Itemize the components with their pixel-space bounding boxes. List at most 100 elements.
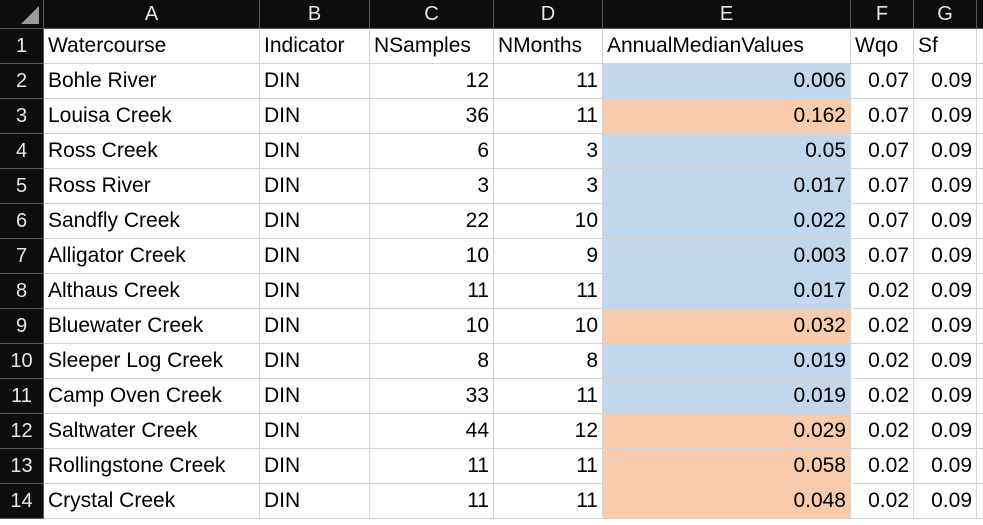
empty-cell[interactable] (977, 239, 983, 274)
median-cell[interactable]: 0.017 (603, 169, 851, 204)
nsamples-cell[interactable]: 11 (370, 484, 494, 519)
nsamples-cell[interactable]: 6 (370, 134, 494, 169)
wqo-cell[interactable]: 0.02 (851, 379, 914, 414)
nmonths-cell[interactable]: 9 (494, 239, 603, 274)
indicator-cell[interactable]: DIN (260, 274, 370, 309)
median-cell[interactable]: 0.032 (603, 309, 851, 344)
sf-cell[interactable]: 0.09 (914, 239, 977, 274)
indicator-cell[interactable]: DIN (260, 484, 370, 519)
median-cell[interactable]: 0.048 (603, 484, 851, 519)
nsamples-cell[interactable]: 11 (370, 274, 494, 309)
nsamples-cell[interactable]: 10 (370, 239, 494, 274)
select-all-button[interactable] (0, 0, 44, 29)
empty-cell[interactable] (977, 134, 983, 169)
row-header[interactable]: 4 (0, 134, 44, 169)
row-header[interactable]: 8 (0, 274, 44, 309)
header-cell-indicator[interactable]: Indicator (260, 29, 370, 64)
indicator-cell[interactable]: DIN (260, 169, 370, 204)
median-cell[interactable]: 0.162 (603, 99, 851, 134)
sf-cell[interactable]: 0.09 (914, 379, 977, 414)
sf-cell[interactable]: 0.09 (914, 274, 977, 309)
wqo-cell[interactable]: 0.07 (851, 239, 914, 274)
empty-cell[interactable] (977, 449, 983, 484)
nsamples-cell[interactable]: 44 (370, 414, 494, 449)
watercourse-cell[interactable]: Bluewater Creek (44, 309, 260, 344)
watercourse-cell[interactable]: Sleeper Log Creek (44, 344, 260, 379)
indicator-cell[interactable]: DIN (260, 379, 370, 414)
empty-cell[interactable] (977, 169, 983, 204)
empty-cell[interactable] (977, 379, 983, 414)
watercourse-cell[interactable]: Sandfly Creek (44, 204, 260, 239)
wqo-cell[interactable]: 0.02 (851, 414, 914, 449)
wqo-cell[interactable]: 0.07 (851, 204, 914, 239)
indicator-cell[interactable]: DIN (260, 134, 370, 169)
nsamples-cell[interactable]: 22 (370, 204, 494, 239)
empty-cell[interactable] (977, 204, 983, 239)
empty-cell[interactable] (977, 414, 983, 449)
watercourse-cell[interactable]: Ross Creek (44, 134, 260, 169)
row-header[interactable]: 1 (0, 29, 44, 64)
nsamples-cell[interactable]: 10 (370, 309, 494, 344)
nmonths-cell[interactable]: 3 (494, 169, 603, 204)
sf-cell[interactable]: 0.09 (914, 484, 977, 519)
wqo-cell[interactable]: 0.02 (851, 274, 914, 309)
sf-cell[interactable]: 0.09 (914, 134, 977, 169)
row-header[interactable]: 6 (0, 204, 44, 239)
column-header-a[interactable]: A (44, 0, 260, 29)
sf-cell[interactable]: 0.09 (914, 414, 977, 449)
sf-cell[interactable]: 0.09 (914, 449, 977, 484)
watercourse-cell[interactable]: Althaus Creek (44, 274, 260, 309)
indicator-cell[interactable]: DIN (260, 239, 370, 274)
median-cell[interactable]: 0.006 (603, 64, 851, 99)
watercourse-cell[interactable]: Ross River (44, 169, 260, 204)
sf-cell[interactable]: 0.09 (914, 64, 977, 99)
watercourse-cell[interactable]: Camp Oven Creek (44, 379, 260, 414)
column-header-c[interactable]: C (370, 0, 494, 29)
row-header[interactable]: 14 (0, 484, 44, 519)
median-cell[interactable]: 0.05 (603, 134, 851, 169)
sf-cell[interactable]: 0.09 (914, 99, 977, 134)
watercourse-cell[interactable]: Alligator Creek (44, 239, 260, 274)
column-header-e[interactable]: E (603, 0, 851, 29)
nmonths-cell[interactable]: 8 (494, 344, 603, 379)
indicator-cell[interactable]: DIN (260, 99, 370, 134)
wqo-cell[interactable]: 0.02 (851, 449, 914, 484)
empty-cell[interactable] (977, 484, 983, 519)
empty-cell[interactable] (977, 274, 983, 309)
indicator-cell[interactable]: DIN (260, 414, 370, 449)
column-header-d[interactable]: D (494, 0, 603, 29)
nsamples-cell[interactable]: 36 (370, 99, 494, 134)
nmonths-cell[interactable]: 11 (494, 99, 603, 134)
nsamples-cell[interactable]: 11 (370, 449, 494, 484)
wqo-cell[interactable]: 0.07 (851, 99, 914, 134)
nmonths-cell[interactable]: 10 (494, 309, 603, 344)
wqo-cell[interactable]: 0.07 (851, 169, 914, 204)
empty-cell[interactable] (977, 344, 983, 379)
column-header-g[interactable]: G (914, 0, 977, 29)
row-header[interactable]: 9 (0, 309, 44, 344)
sf-cell[interactable]: 0.09 (914, 204, 977, 239)
median-cell[interactable]: 0.022 (603, 204, 851, 239)
indicator-cell[interactable]: DIN (260, 309, 370, 344)
row-header[interactable]: 12 (0, 414, 44, 449)
sf-cell[interactable]: 0.09 (914, 169, 977, 204)
wqo-cell[interactable]: 0.02 (851, 344, 914, 379)
wqo-cell[interactable]: 0.07 (851, 134, 914, 169)
header-cell-nsamples[interactable]: NSamples (370, 29, 494, 64)
header-cell-watercourse[interactable]: Watercourse (44, 29, 260, 64)
nmonths-cell[interactable]: 10 (494, 204, 603, 239)
row-header[interactable]: 5 (0, 169, 44, 204)
wqo-cell[interactable]: 0.02 (851, 309, 914, 344)
median-cell[interactable]: 0.019 (603, 379, 851, 414)
wqo-cell[interactable]: 0.02 (851, 484, 914, 519)
watercourse-cell[interactable]: Crystal Creek (44, 484, 260, 519)
column-header-f[interactable]: F (851, 0, 914, 29)
nmonths-cell[interactable]: 3 (494, 134, 603, 169)
sf-cell[interactable]: 0.09 (914, 344, 977, 379)
median-cell[interactable]: 0.003 (603, 239, 851, 274)
empty-cell[interactable] (977, 309, 983, 344)
indicator-cell[interactable]: DIN (260, 204, 370, 239)
median-cell[interactable]: 0.017 (603, 274, 851, 309)
header-cell-wqo[interactable]: Wqo (851, 29, 914, 64)
row-header[interactable]: 13 (0, 449, 44, 484)
